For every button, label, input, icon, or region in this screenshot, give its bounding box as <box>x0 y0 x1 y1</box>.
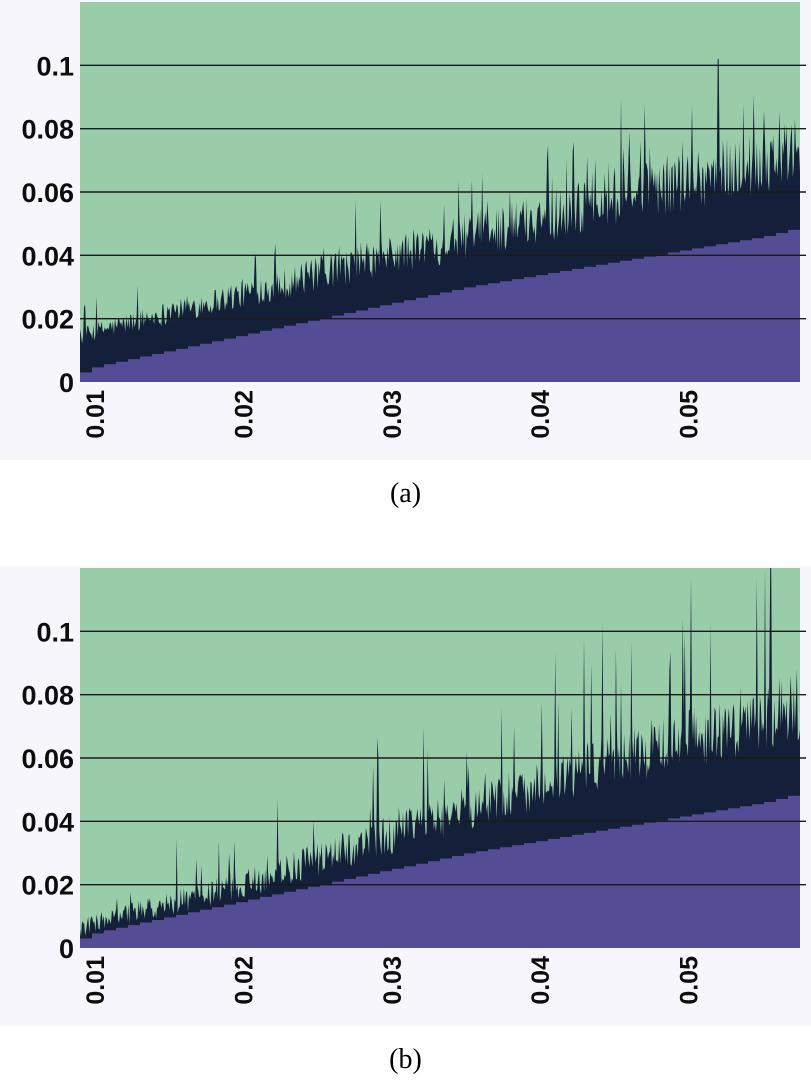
x-tick-label: 0.01 <box>82 956 110 1005</box>
y-tick-label: 0.06 <box>21 178 74 208</box>
chart-a: 0 0.02 0.04 0.06 0.08 0.1 0.01 0.02 0.03 0.04 0.05 <box>0 0 811 460</box>
y-tick-label: 0.02 <box>21 305 74 335</box>
chart-panel-b: 0 0.02 0.04 0.06 0.08 0.1 0.01 0.02 0.03 0.04 0.05 <box>0 566 811 1026</box>
y-tick-label: 0.04 <box>21 241 74 271</box>
y-tick-label: 0 <box>59 934 74 964</box>
y-tick-label: 0.06 <box>21 744 74 774</box>
panel-label-b: (b) <box>389 1044 422 1075</box>
y-tick-label: 0 <box>59 368 74 398</box>
y-tick-label: 0.08 <box>21 681 74 711</box>
series-lower-area <box>80 792 800 948</box>
chart-b: 0 0.02 0.04 0.06 0.08 0.1 0.01 0.02 0.03 0.04 0.05 <box>0 566 811 1026</box>
x-tick-label: 0.04 <box>527 956 555 1005</box>
series-lower-area <box>80 226 800 382</box>
x-tick-label: 0.03 <box>379 956 407 1005</box>
x-tick-label: 0.03 <box>379 390 407 439</box>
chart-panel-a: 0 0.02 0.04 0.06 0.08 0.1 0.01 0.02 0.03 0.04 0.05 <box>0 0 811 460</box>
x-tick-label: 0.02 <box>230 956 258 1005</box>
y-tick-label: 0.1 <box>36 617 74 647</box>
x-tick-label: 0.05 <box>676 956 704 1005</box>
x-tick-label: 0.05 <box>676 390 704 439</box>
x-tick-label: 0.02 <box>230 390 258 439</box>
x-tick-label: 0.04 <box>527 390 555 439</box>
x-tick-label: 0.01 <box>82 390 110 439</box>
panel-label-a: (a) <box>389 478 422 509</box>
y-tick-label: 0.04 <box>21 807 74 837</box>
y-tick-label: 0.02 <box>21 871 74 901</box>
y-tick-label: 0.1 <box>36 51 74 81</box>
y-tick-label: 0.08 <box>21 115 74 145</box>
